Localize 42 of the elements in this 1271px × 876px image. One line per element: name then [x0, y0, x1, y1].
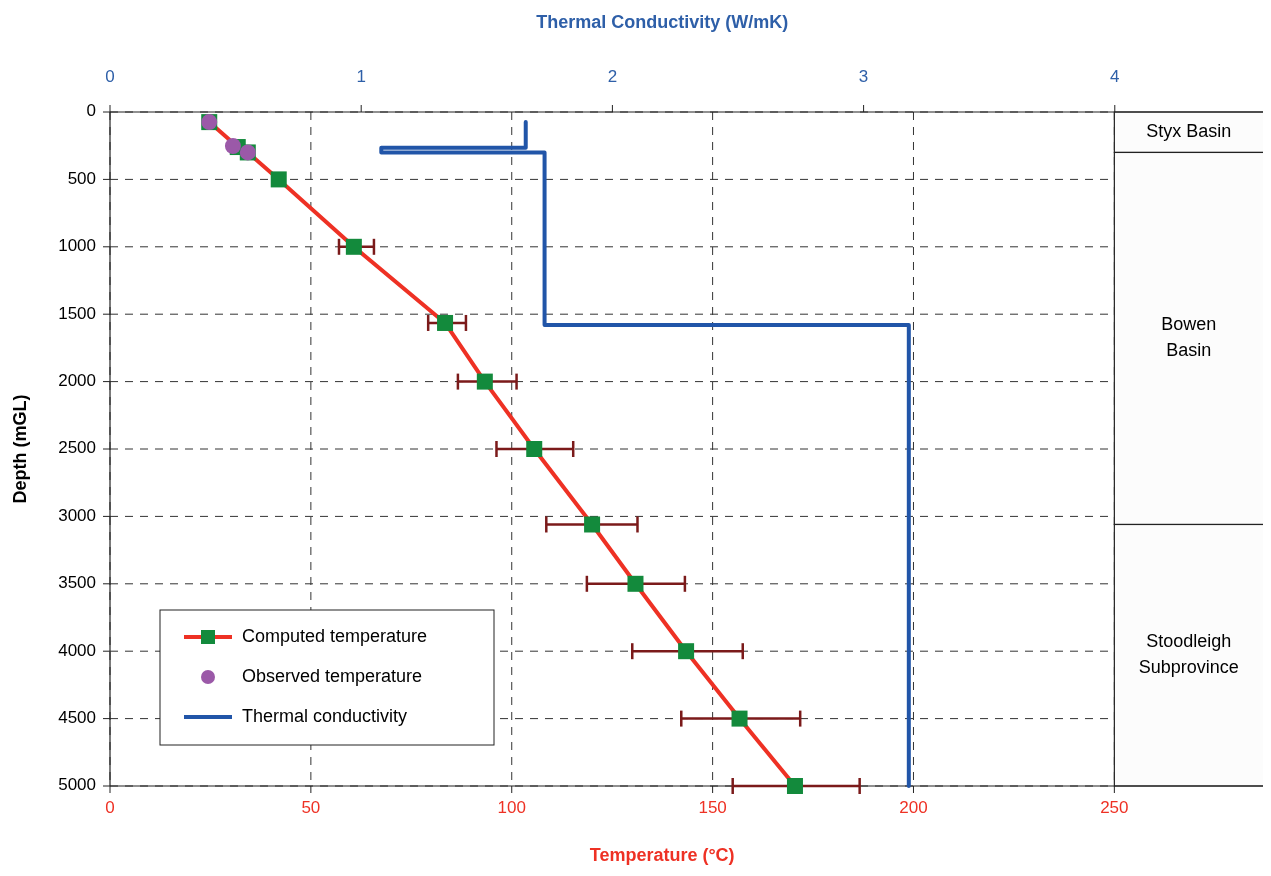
- point: [526, 441, 543, 457]
- x2-axis-title: Thermal Conductivity (W/mK): [536, 12, 789, 32]
- point: [270, 171, 287, 188]
- point: [345, 238, 362, 255]
- y-tick-label: 2000: [58, 371, 96, 391]
- x-axis-title: Temperature (°C): [589, 845, 735, 865]
- x-tick-label: 150: [698, 798, 727, 817]
- y-tick-label: 3500: [58, 573, 96, 593]
- x2-tick-label: 4: [1110, 67, 1120, 86]
- y-tick-label: 4500: [58, 708, 96, 728]
- y-tick-label: 3000: [58, 505, 96, 525]
- y-tick-label: 500: [67, 168, 96, 188]
- point: [678, 643, 695, 660]
- x2-tick-label: 2: [607, 67, 618, 86]
- point: [584, 516, 601, 533]
- x-tick-label: 50: [301, 798, 321, 817]
- y-tick-label: 1000: [58, 236, 96, 256]
- band-label: Stoodleigh Subprovince: [1138, 630, 1239, 677]
- x2-tick-label: 0: [105, 67, 115, 86]
- x-tick-label: 0: [105, 798, 115, 817]
- y-tick-label: 1500: [58, 303, 96, 323]
- point: [786, 778, 803, 794]
- y-tick-label: 5000: [58, 775, 96, 795]
- x-tick-label: 100: [497, 798, 526, 817]
- y-tick-label: 2500: [58, 438, 96, 458]
- point: [476, 373, 493, 390]
- point: [437, 314, 454, 331]
- legend-label: Thermal conductivity: [242, 705, 408, 726]
- y-tick-label: 4000: [58, 640, 96, 660]
- point: [224, 137, 241, 154]
- x2-tick-label: 1: [356, 67, 366, 86]
- x2-tick-label: 3: [858, 67, 869, 86]
- band-label: Bowen Basin: [1161, 314, 1217, 361]
- point: [731, 710, 748, 727]
- legend-label: Observed temperature: [242, 665, 423, 686]
- y-tick-label: 0: [86, 101, 96, 121]
- legend-label: Computed temperature: [242, 625, 428, 646]
- band-label: Styx Basin: [1146, 120, 1232, 141]
- x-tick-label: 250: [1100, 798, 1129, 817]
- point: [627, 575, 644, 592]
- x-tick-label: 200: [899, 798, 928, 817]
- y-axis-title: Depth (mGL): [10, 394, 30, 504]
